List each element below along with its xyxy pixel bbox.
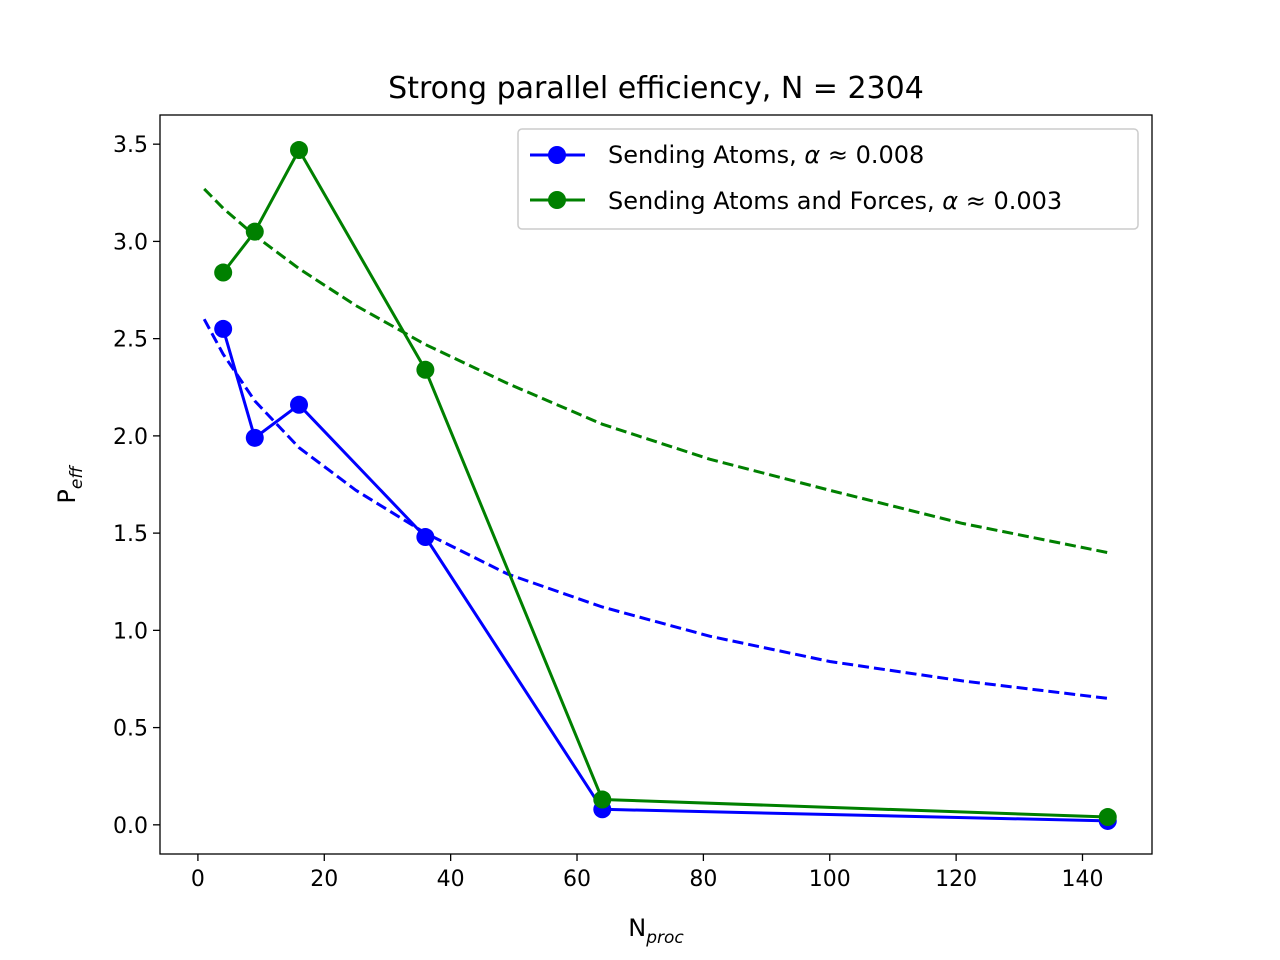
legend-box <box>517 128 1139 230</box>
legend: Sending Atoms, α ≈ 0.008 Sending Atoms a… <box>517 128 1139 230</box>
y-axis-label: Peff <box>53 465 87 504</box>
series-sending-atoms-and-forces-0-003 <box>214 141 1117 827</box>
data-point-s2-3 <box>416 360 435 379</box>
legend-marker-sending-atoms <box>548 146 566 164</box>
legend-label-sending-atoms-approx: ≈ 0.008 <box>820 141 924 169</box>
chart-title: Strong parallel efficiency, N = 2304 <box>388 71 924 106</box>
legend-label-sending-atoms-forces-prefix: Sending Atoms and Forces, <box>608 187 942 215</box>
data-point-s1-2 <box>290 395 309 414</box>
legend-label-sending-atoms-forces-alpha: α <box>942 187 958 215</box>
fit-curve-2 <box>203 187 1109 555</box>
y-tick-label-1.0: 1.0 <box>113 619 148 644</box>
legend-label-sending-atoms-alpha: α <box>804 141 820 169</box>
x-axis: 0 20 40 60 80 100 120 140 <box>191 854 1103 892</box>
series-line-1 <box>221 328 1108 823</box>
y-axis: 0.0 0.5 1.0 1.5 2.0 2.5 3.0 3.5 <box>113 133 160 839</box>
x-tick-label-120: 120 <box>935 867 977 892</box>
x-tick-label-0: 0 <box>191 867 205 892</box>
y-tick-label-2.5: 2.5 <box>113 328 148 353</box>
y-tick-label-1.5: 1.5 <box>113 522 148 547</box>
x-tick-label-100: 100 <box>809 867 851 892</box>
x-tick-label-20: 20 <box>310 867 338 892</box>
y-tick-label-0.0: 0.0 <box>113 814 148 839</box>
x-axis-label-main: N <box>628 914 646 942</box>
y-tick-label-2.0: 2.0 <box>113 425 148 450</box>
data-point-s2-4 <box>593 790 612 809</box>
y-tick-label-3.0: 3.0 <box>113 230 148 255</box>
x-tick-label-80: 80 <box>689 867 717 892</box>
data-point-s2-2 <box>290 141 309 160</box>
fit-curves <box>202 187 1109 700</box>
legend-marker-sending-atoms-forces <box>548 191 566 209</box>
plot-background <box>160 115 1152 854</box>
plot-area <box>160 115 1152 854</box>
legend-label-sending-atoms-forces: Sending Atoms and Forces, α ≈ 0.003 <box>608 187 1062 215</box>
data-series <box>214 141 1117 830</box>
data-point-s2-0 <box>214 263 233 282</box>
x-tick-label-40: 40 <box>437 867 465 892</box>
x-tick-label-140: 140 <box>1061 867 1103 892</box>
data-point-s1-0 <box>214 319 233 338</box>
x-tick-label-60: 60 <box>563 867 591 892</box>
y-axis-label-sub: eff <box>67 465 87 489</box>
y-tick-label-0.5: 0.5 <box>113 717 148 742</box>
data-point-s2-5 <box>1098 808 1117 827</box>
legend-label-sending-atoms: Sending Atoms, α ≈ 0.008 <box>608 141 924 169</box>
y-axis-label-main: P <box>53 489 81 503</box>
legend-label-sending-atoms-forces-approx: ≈ 0.003 <box>958 187 1062 215</box>
legend-label-sending-atoms-prefix: Sending Atoms, <box>608 141 804 169</box>
y-tick-label-3.5: 3.5 <box>113 133 148 158</box>
data-point-s1-1 <box>245 428 264 447</box>
x-axis-label: Nproc <box>628 914 684 948</box>
data-point-s1-3 <box>416 528 435 547</box>
data-point-s2-1 <box>245 222 264 241</box>
fit-curve-1 <box>202 318 1108 700</box>
x-axis-label-sub: proc <box>645 928 684 948</box>
plot-frame <box>159 114 1153 855</box>
